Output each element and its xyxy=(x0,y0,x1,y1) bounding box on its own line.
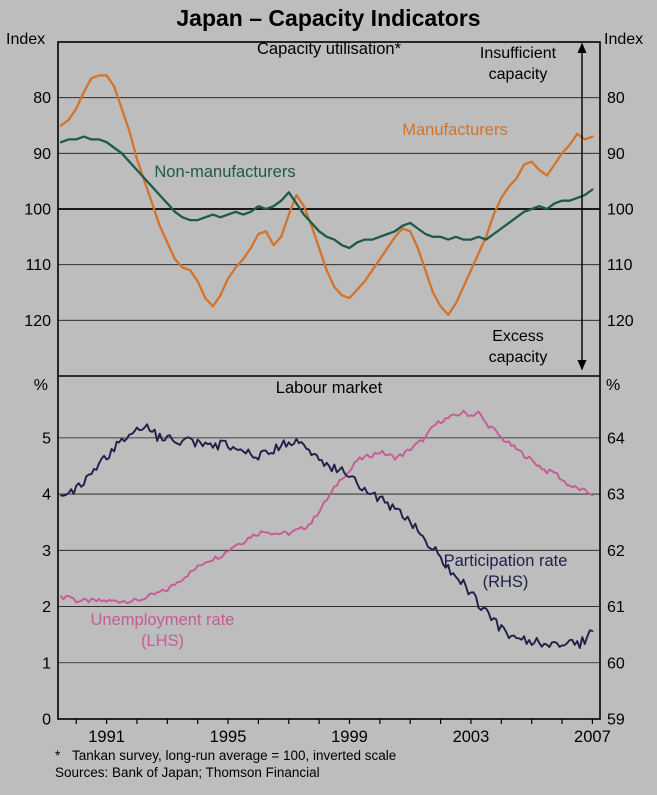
ytick-right-bottom: 64 xyxy=(607,430,625,447)
ytick-left-top: 110 xyxy=(25,257,51,274)
ytick-right-bottom: 61 xyxy=(607,599,625,616)
top-panel-title: Capacity utilisation* xyxy=(257,40,401,58)
footnote-text: Tankan survey, long-run average = 100, i… xyxy=(72,748,397,763)
ytick-left-top: 100 xyxy=(24,202,51,219)
xtick-label-1999: 1999 xyxy=(331,728,368,746)
ytick-left-bottom: 5 xyxy=(42,430,51,447)
label-unemployment-rate: Unemployment rate (LHS) xyxy=(70,610,255,652)
ytick-left-bottom: 4 xyxy=(42,487,51,504)
label-participation-rate: Participation rate (RHS) xyxy=(423,551,588,593)
footnote-marker: * xyxy=(55,748,61,763)
ytick-left-top: 90 xyxy=(33,146,51,163)
sources-line: Sources: Bank of Japan; Thomson Financia… xyxy=(55,765,320,780)
ytick-left-bottom: 0 xyxy=(42,712,51,729)
series-participation xyxy=(60,423,594,649)
xtick-label-2003: 2003 xyxy=(453,728,490,746)
label-non-manufacturers: Non-manufacturers xyxy=(154,163,296,181)
ytick-right-bottom: 63 xyxy=(607,487,625,504)
annotation-insufficient-capacity: Insufficient capacity xyxy=(479,45,557,83)
ytick-right-top: 110 xyxy=(607,257,633,274)
plot-border xyxy=(57,41,601,720)
unemployment-rate-scale-note: (LHS) xyxy=(140,632,185,650)
bottom-panel-title: Labour market xyxy=(275,379,383,397)
top-left-axis-unit: Index xyxy=(6,31,46,48)
bottom-left-axis-unit: % xyxy=(33,377,48,394)
ytick-left-bottom: 2 xyxy=(42,599,51,616)
ytick-left-top: 120 xyxy=(24,313,51,330)
arrow-head-down-icon xyxy=(577,360,587,371)
ytick-right-top: 120 xyxy=(607,313,634,330)
ytick-right-bottom: 59 xyxy=(607,712,625,729)
series-manufacturers xyxy=(59,74,594,316)
participation-rate-name: Participation rate xyxy=(443,552,568,570)
ytick-right-bottom: 60 xyxy=(607,655,625,672)
xtick-label-1995: 1995 xyxy=(210,728,247,746)
top-right-axis-unit: Index xyxy=(604,31,644,48)
xtick-label-2007: 2007 xyxy=(574,728,611,746)
unemployment-rate-name: Unemployment rate xyxy=(90,611,235,629)
annotation-excess-capacity: Excess capacity xyxy=(488,328,548,366)
xtick-label-1991: 1991 xyxy=(88,728,125,746)
series-non_manufacturers xyxy=(59,135,594,250)
footnote: * Tankan survey, long-run average = 100,… xyxy=(55,748,396,763)
ytick-right-top: 80 xyxy=(607,90,625,107)
bottom-right-axis-unit: % xyxy=(606,377,621,394)
chart-title: Japan – Capacity Indicators xyxy=(176,5,481,31)
label-manufacturers: Manufacturers xyxy=(402,121,508,139)
ytick-right-bottom: 62 xyxy=(607,543,625,560)
participation-rate-scale-note: (RHS) xyxy=(482,573,529,591)
ytick-left-top: 80 xyxy=(33,90,51,107)
ytick-right-top: 100 xyxy=(607,202,634,219)
arrow-head-up-icon xyxy=(577,42,587,53)
ytick-left-bottom: 1 xyxy=(42,655,51,672)
ytick-left-bottom: 3 xyxy=(42,543,51,560)
series-unemployment xyxy=(60,409,594,605)
ytick-right-top: 90 xyxy=(607,146,625,163)
